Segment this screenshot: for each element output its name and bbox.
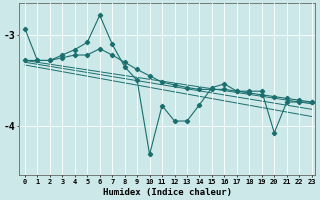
X-axis label: Humidex (Indice chaleur): Humidex (Indice chaleur) — [102, 188, 232, 197]
